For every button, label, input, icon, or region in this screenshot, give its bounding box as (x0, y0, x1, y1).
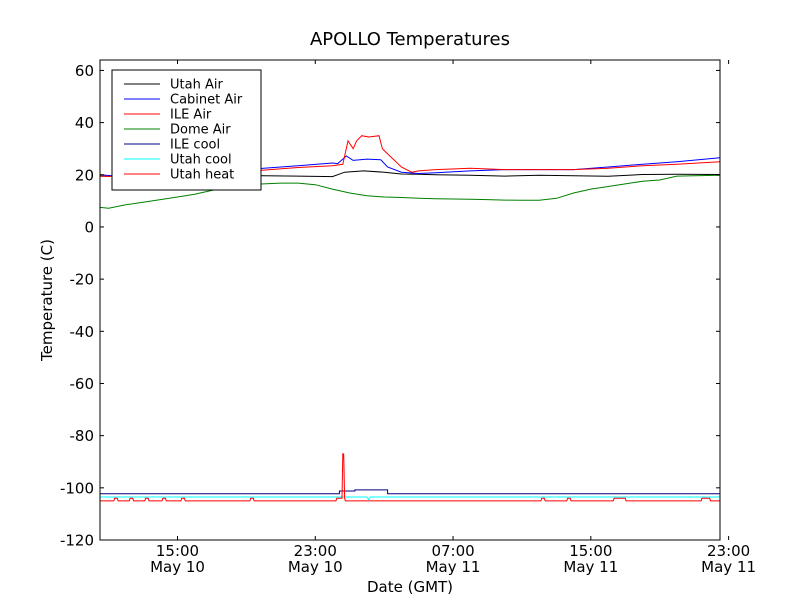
legend-label-utah-heat: Utah heat (170, 168, 234, 183)
y-tick-label: -40 (70, 323, 95, 341)
y-tick-label: 0 (84, 218, 94, 236)
y-tick-label: 40 (75, 114, 94, 132)
y-tick-label: -20 (70, 271, 95, 289)
series-line-utah-heat (100, 453, 720, 502)
series-line-dome-air (100, 174, 720, 209)
x-tick-time-label: 15:00 (156, 542, 199, 560)
y-tick-label: -60 (70, 375, 95, 393)
y-tick-label: -100 (60, 479, 94, 497)
x-tick-time-label: 23:00 (707, 542, 750, 560)
y-tick-label: -120 (60, 532, 94, 550)
x-tick-time-label: 07:00 (431, 542, 474, 560)
y-tick-label: 60 (75, 62, 94, 80)
x-tick-date-label: May 11 (426, 558, 481, 576)
y-tick-label: 20 (75, 166, 94, 184)
x-axis-label: Date (GMT) (367, 578, 453, 596)
legend-label-cabinet-air: Cabinet Air (170, 93, 243, 108)
legend-label-utah-air: Utah Air (170, 78, 223, 93)
series-line-ile-cool (100, 489, 720, 495)
plot-area-frame (99, 59, 721, 541)
chart-title: APOLLO Temperatures (310, 29, 510, 50)
x-tick-date-label: May 10 (150, 558, 205, 576)
series-line-utah-cool (100, 496, 720, 501)
y-tick-label: -80 (70, 427, 95, 445)
legend-label-ile-air: ILE Air (170, 108, 212, 123)
y-axis-label: Temperature (C) (38, 239, 56, 362)
legend-label-dome-air: Dome Air (170, 123, 231, 138)
x-tick-date-label: May 11 (563, 558, 618, 576)
x-tick-time-label: 23:00 (294, 542, 337, 560)
legend-label-ile-cool: ILE cool (170, 138, 220, 153)
legend-label-utah-cool: Utah cool (170, 153, 232, 168)
x-tick-time-label: 15:00 (569, 542, 612, 560)
x-tick-date-label: May 10 (288, 558, 343, 576)
x-tick-date-label: May 11 (701, 558, 756, 576)
legend-box (111, 69, 262, 191)
